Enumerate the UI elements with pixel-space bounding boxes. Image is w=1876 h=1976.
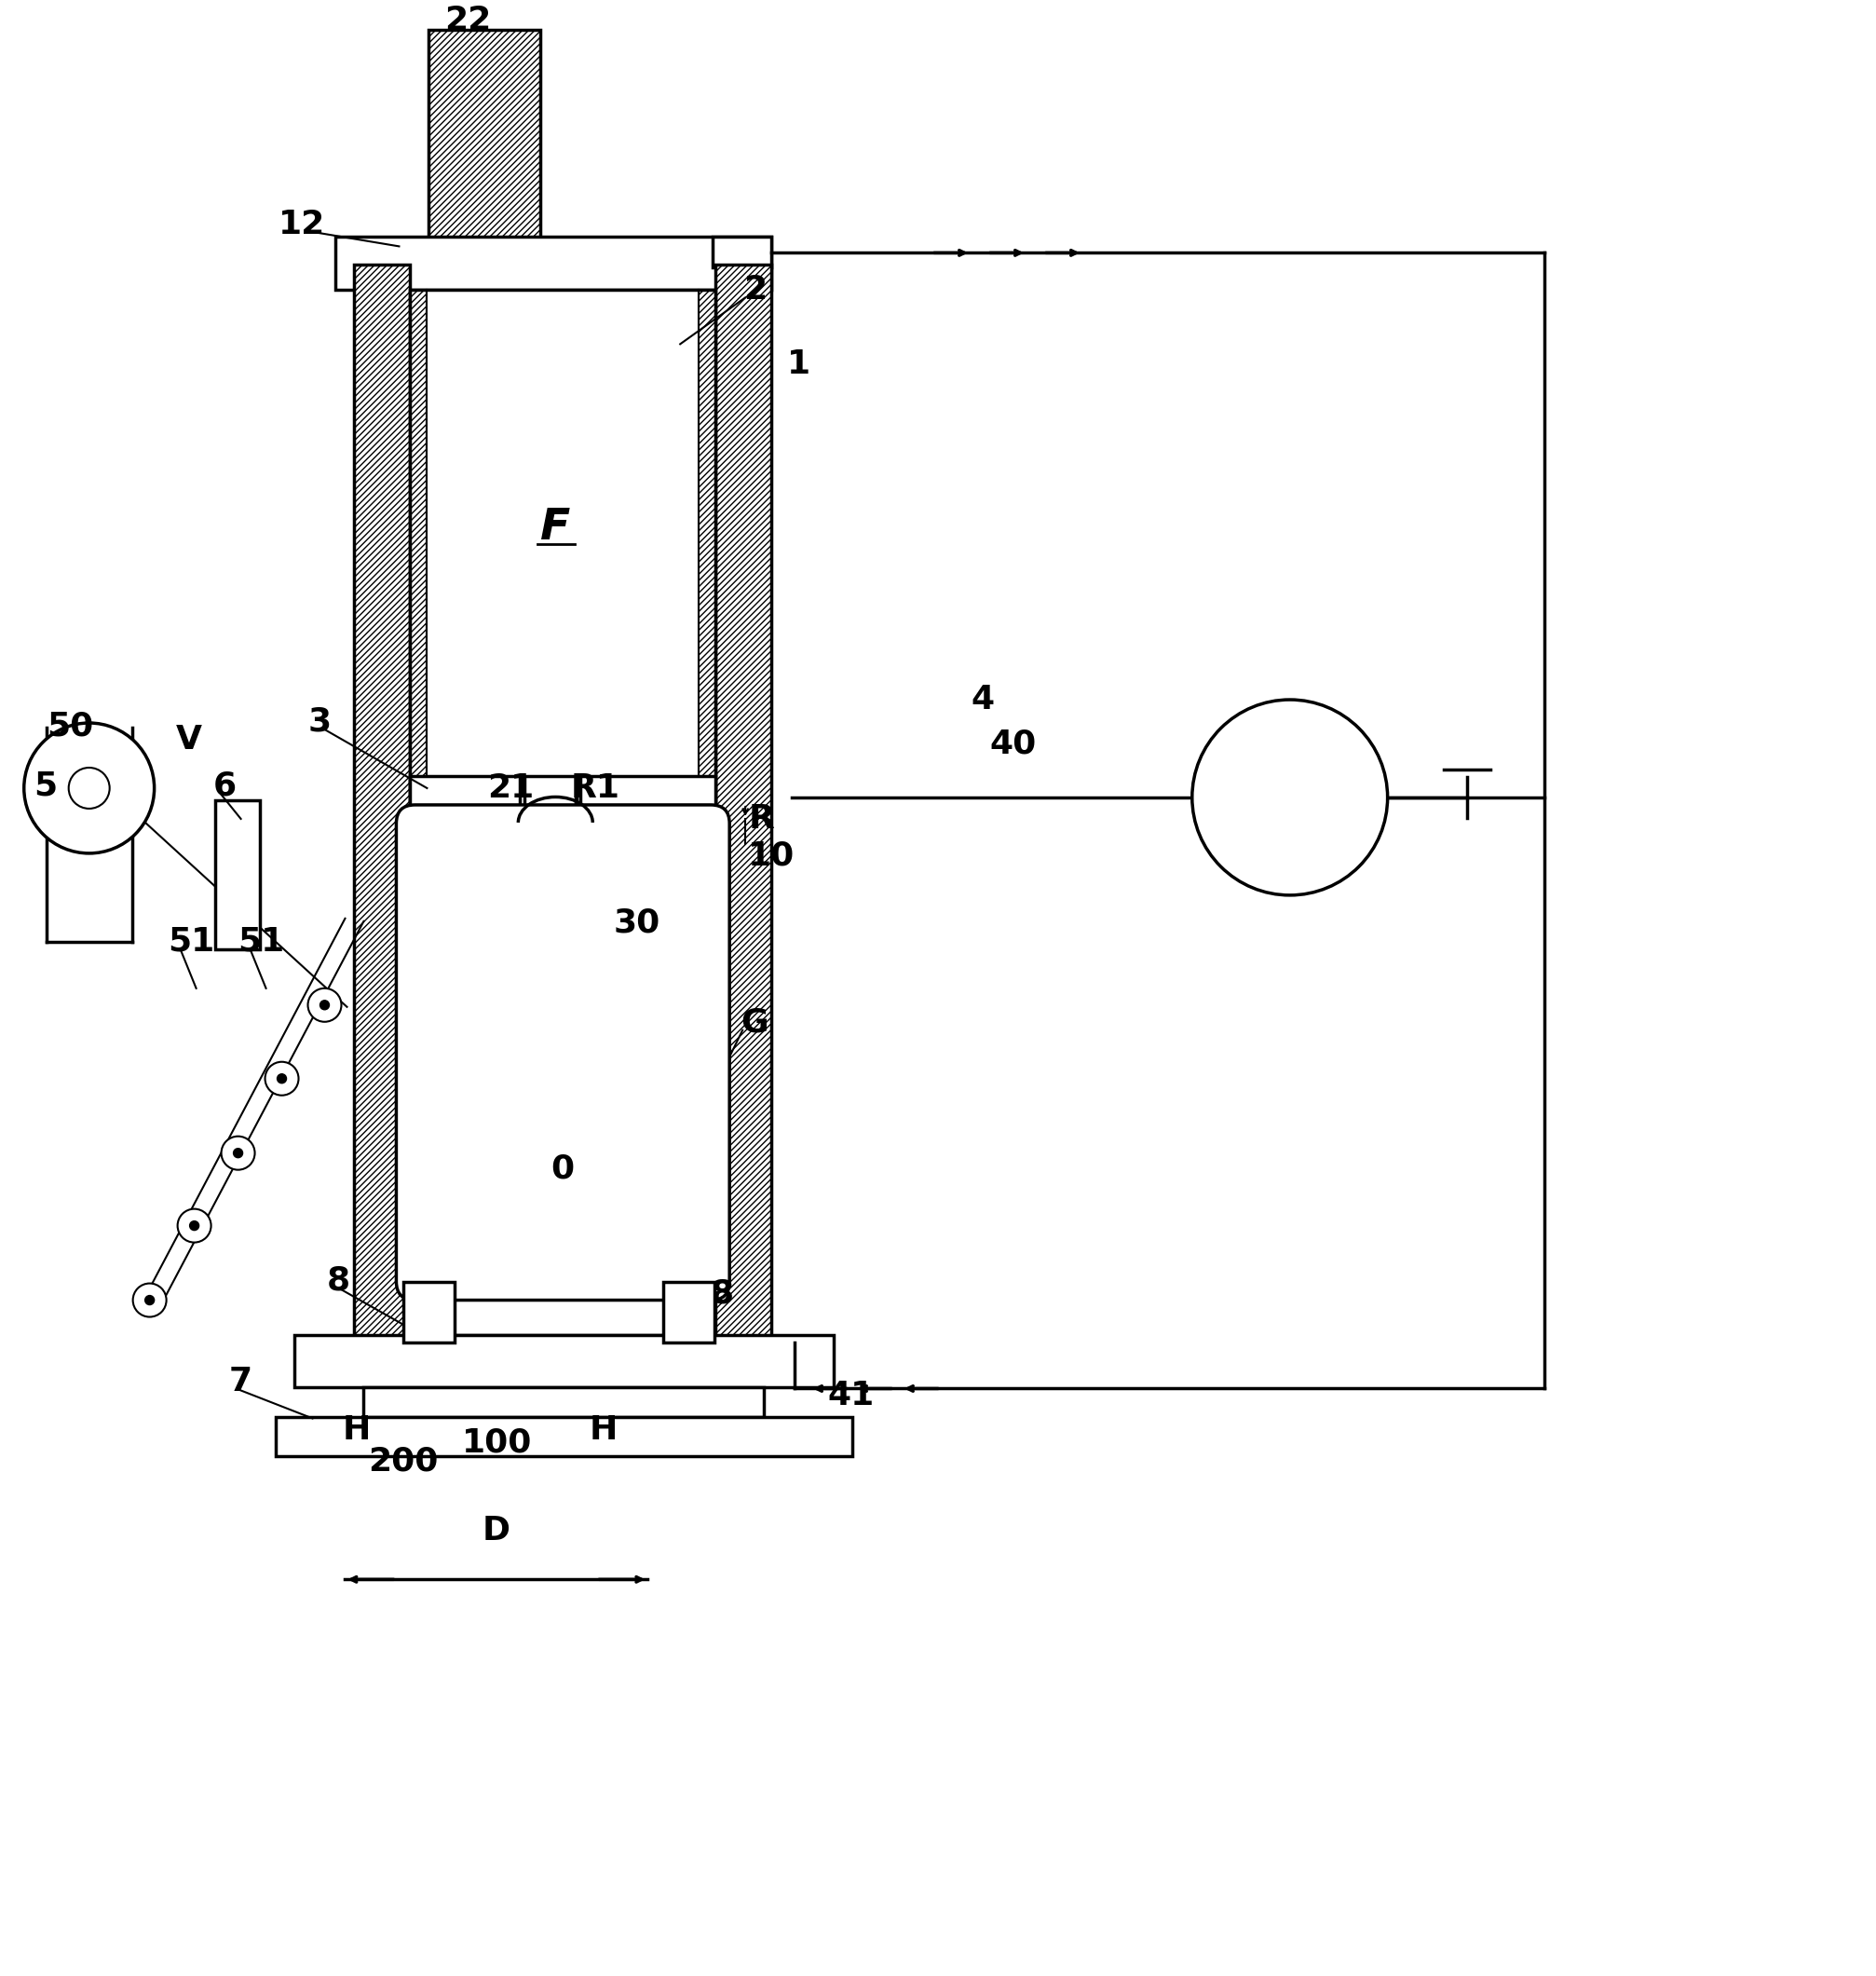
Bar [428,290,698,816]
Text: 22: 22 [445,4,492,36]
Bar [411,290,428,816]
Text: 50: 50 [47,709,94,741]
Bar [403,1334,715,1399]
Circle shape [278,1073,287,1083]
Circle shape [178,1209,212,1243]
Text: H: H [341,1415,370,1446]
Text: 51: 51 [169,927,216,958]
Bar [525,777,576,816]
Text: G: G [741,1008,769,1039]
Text: 3: 3 [308,705,332,737]
Bar [580,777,715,816]
Text: 4: 4 [970,684,994,715]
Text: R1: R1 [570,773,619,804]
Bar [430,30,540,249]
Text: 100: 100 [461,1427,533,1458]
Text: 40: 40 [989,729,1036,761]
Text: 8: 8 [711,1278,734,1310]
Bar [276,1417,852,1456]
Circle shape [189,1221,199,1231]
Text: F: F [540,506,570,549]
Circle shape [308,988,341,1022]
Bar [713,237,771,267]
Circle shape [144,1296,154,1304]
Text: 8: 8 [326,1265,351,1296]
Text: 21: 21 [488,773,535,804]
Text: 5: 5 [34,771,56,802]
Circle shape [233,1148,242,1158]
Text: 0: 0 [552,1154,574,1186]
Bar [214,800,259,948]
Bar [364,1387,764,1417]
Bar [355,265,411,1348]
Circle shape [265,1061,298,1095]
Circle shape [321,1000,330,1010]
Circle shape [221,1136,255,1170]
Bar [664,1282,715,1342]
Text: 10: 10 [749,840,795,871]
FancyBboxPatch shape [396,804,730,1300]
Circle shape [133,1282,167,1316]
Text: D: D [482,1516,510,1547]
Bar [411,777,520,816]
Text: V: V [176,723,203,755]
Circle shape [24,723,154,854]
Text: 200: 200 [368,1444,437,1476]
Text: 51: 51 [238,927,285,958]
Bar [411,290,715,816]
Text: 30: 30 [613,907,660,939]
Text: 1: 1 [788,348,810,381]
Bar [698,290,715,816]
Text: 2: 2 [743,275,767,306]
Circle shape [1191,700,1388,895]
Bar [336,237,771,290]
Text: 41: 41 [827,1379,874,1413]
Bar [403,1282,454,1342]
Circle shape [69,767,109,808]
Text: 7: 7 [229,1365,251,1397]
Bar [295,1334,833,1387]
Text: R: R [749,802,775,834]
Bar [715,265,771,1348]
Text: 6: 6 [212,771,236,802]
Text: H: H [589,1415,617,1446]
Text: 12: 12 [278,209,325,241]
